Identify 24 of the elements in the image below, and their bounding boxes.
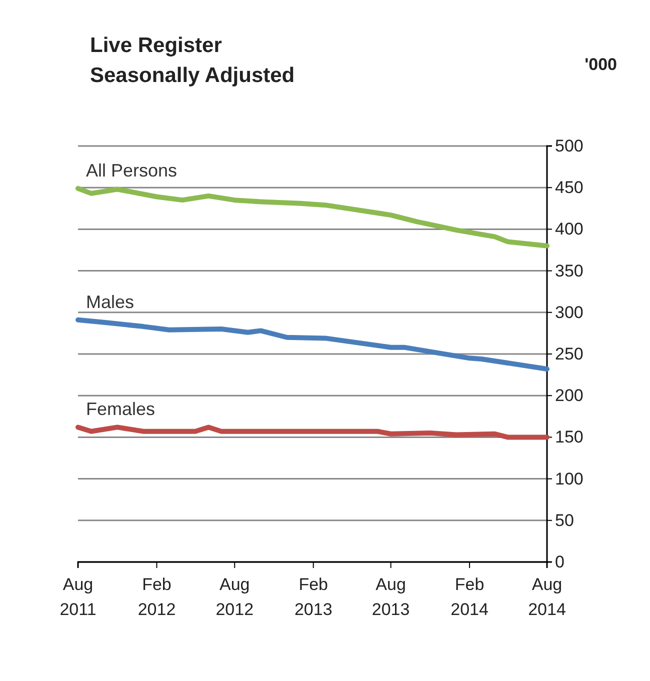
- y-tick-label: 200: [555, 386, 584, 406]
- x-tick-label: Aug 2012: [216, 575, 254, 619]
- y-tick-label: 150: [555, 428, 584, 447]
- y-tick-label: 500: [555, 136, 584, 156]
- chart-title: Live Register: [90, 34, 222, 57]
- x-tick-label: Feb 2014: [450, 575, 488, 619]
- x-tick-label: Feb 2013: [294, 575, 332, 619]
- series-label: All Persons: [86, 160, 178, 180]
- x-tick-label: Aug 2014: [528, 575, 566, 619]
- y-tick-label: 300: [555, 302, 584, 322]
- y-tick-label: 350: [555, 261, 584, 280]
- series-label: Males: [86, 292, 134, 312]
- y-tick-label: 100: [555, 469, 584, 488]
- series-label: Females: [86, 399, 156, 420]
- x-tick-label: Aug 2011: [60, 575, 96, 619]
- y-axis-title: '000: [584, 55, 617, 74]
- y-tick-label: 50: [555, 510, 574, 530]
- chart-subtitle: Seasonally Adjusted: [90, 64, 295, 87]
- y-tick-label: 250: [555, 344, 584, 364]
- y-tick-label: 450: [555, 178, 584, 198]
- x-tick-label: Aug 2013: [372, 575, 410, 619]
- x-tick-label: Feb 2012: [138, 575, 176, 619]
- y-tick-label: 0: [555, 552, 564, 572]
- y-tick-label: 400: [555, 220, 584, 239]
